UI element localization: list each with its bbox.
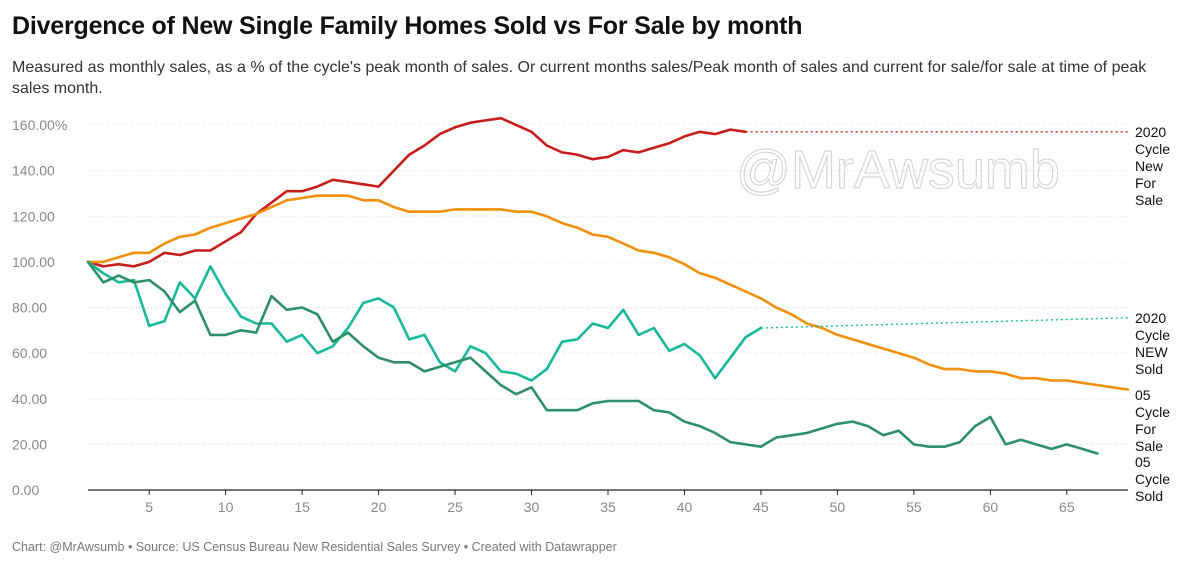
gridlines: 0.00 20.00 40.00 60.00 80.00 100.00 120.00 140.… [12, 117, 1128, 498]
series-line-teal [86, 260, 763, 382]
series-line-red [86, 116, 747, 268]
series-projection-teal [760, 317, 1129, 329]
y-tick-label: 80.00 [12, 300, 47, 316]
x-tick-label: 10 [218, 499, 234, 515]
watermark: @MrAwsumb [735, 139, 1060, 200]
y-tick-label: 160.00% [12, 117, 67, 133]
chart-subtitle: Measured as monthly sales, as a % of the… [12, 59, 1147, 97]
series-line-green [86, 260, 1099, 455]
x-tick-label: 60 [983, 499, 999, 515]
x-tick-label: 65 [1059, 499, 1075, 515]
x-tick-label: 40 [677, 499, 693, 515]
x-tick-label: 55 [906, 499, 922, 515]
x-tick-label: 20 [371, 499, 387, 515]
y-tick-label: 40.00 [12, 391, 47, 407]
y-tick-label: 0.00 [12, 482, 39, 498]
x-tick-label: 30 [524, 499, 540, 515]
y-tick-label: 20.00 [12, 436, 47, 452]
x-tick-label: 50 [830, 499, 846, 515]
x-tick-label: 35 [600, 499, 616, 515]
x-tick-label: 15 [294, 499, 310, 515]
y-tick-label: 140.00 [12, 163, 55, 179]
series-end-label: 2020 Cycle NEW Sold [1135, 310, 1170, 377]
y-tick-label: 60.00 [12, 345, 47, 361]
series-line-orange [86, 194, 1130, 391]
series-end-label: 2020 Cycle New For Sale [1135, 124, 1170, 208]
series-end-label: 05 Cycle Sold [1135, 454, 1170, 504]
x-tick-label: 25 [447, 499, 463, 515]
y-tick-label: 120.00 [12, 208, 55, 224]
series-lines [86, 116, 1130, 455]
chart-footer: Chart: @MrAwsumb • Source: US Census Bur… [12, 540, 617, 554]
x-tick-label: 45 [753, 499, 769, 515]
series-end-labels: 2020 Cycle New For Sale 05 Cycle For Sale 2020 Cyc… [1135, 124, 1170, 504]
chart-title: Divergence of New Single Family Homes So… [12, 12, 803, 40]
series-end-label: 05 Cycle For Sale [1135, 387, 1170, 454]
x-tick-label: 5 [145, 499, 153, 515]
axes: 5 10 15 20 25 30 35 40 45 50 55 60 65 [88, 489, 1128, 515]
y-tick-label: 100.00 [12, 254, 55, 270]
watermark-text: @MrAwsumb [736, 140, 1060, 200]
